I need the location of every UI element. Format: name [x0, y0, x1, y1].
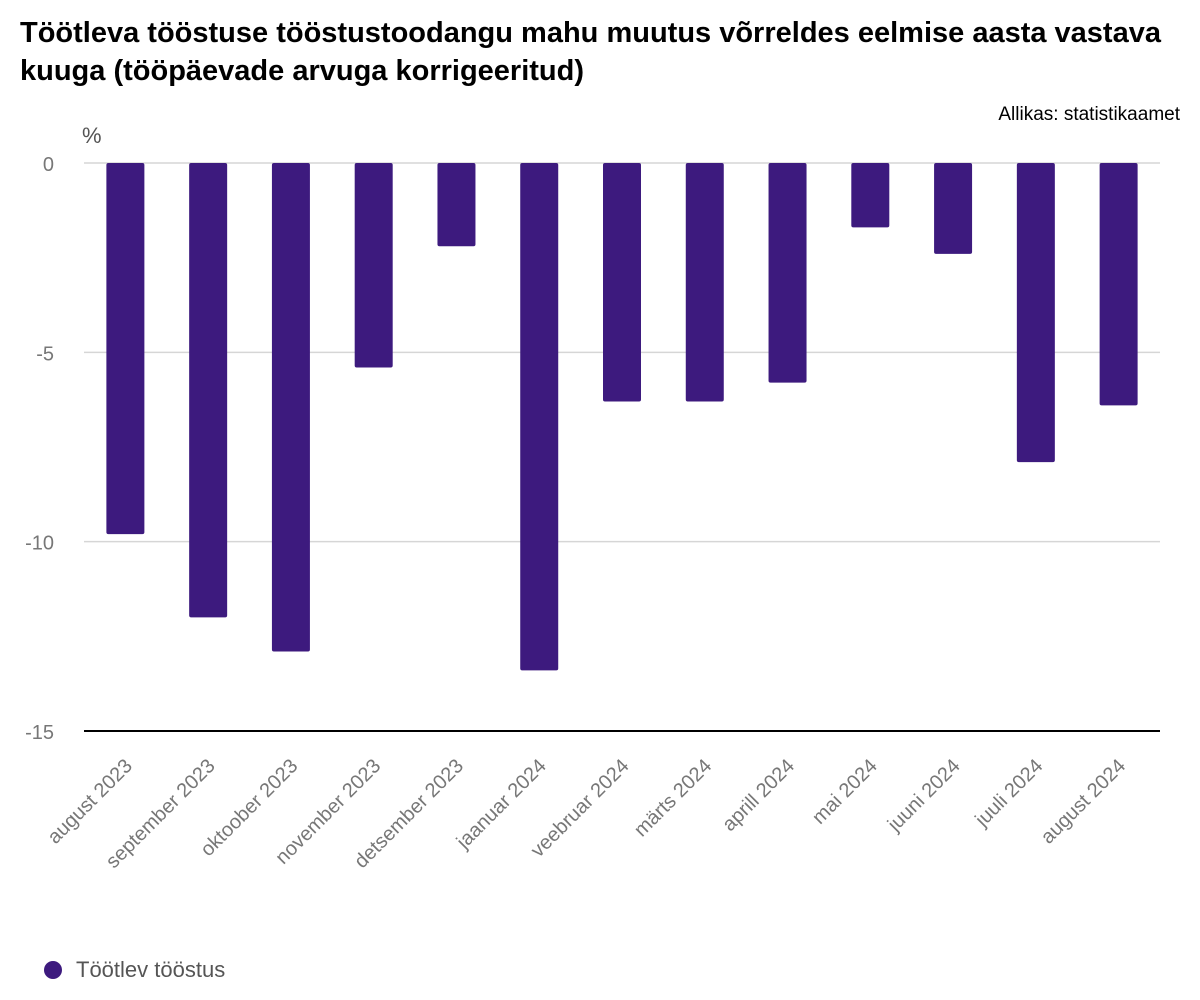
legend-marker [44, 961, 62, 979]
y-tick-label: -10 [25, 533, 54, 555]
x-tick-label: august 2024 [1037, 755, 1130, 848]
bar [768, 163, 807, 383]
x-tick-label: märts 2024 [630, 755, 716, 841]
bar [437, 163, 476, 247]
x-tick-label: aprill 2024 [718, 755, 799, 836]
y-tick-label: -15 [25, 722, 54, 744]
y-tick-label: -5 [36, 343, 54, 365]
bar [354, 163, 393, 368]
source-note: Allikas: statistikaamet [998, 104, 1180, 125]
x-tick-label: juuni 2024 [883, 755, 965, 837]
bar [934, 163, 973, 254]
x-tick-label: mai 2024 [808, 755, 882, 829]
legend: Töötlev tööstus [44, 957, 225, 983]
bar [1099, 163, 1138, 406]
bar [1016, 163, 1055, 463]
chart-title: Töötleva tööstuse tööstustoodangu mahu m… [20, 17, 1161, 87]
bar [189, 163, 228, 618]
y-tick-label: 0 [43, 154, 54, 176]
y-axis-unit-label: % [82, 123, 102, 148]
bar [106, 163, 145, 535]
legend-label-tootlev-toostus: Töötlev tööstus [76, 957, 226, 982]
bar [603, 163, 641, 402]
bar [685, 163, 724, 402]
bar [851, 163, 890, 228]
bar [520, 163, 559, 671]
x-tick-label: juuli 2024 [971, 755, 1048, 832]
bar [271, 163, 310, 652]
x-tick-label: august 2023 [44, 755, 137, 848]
